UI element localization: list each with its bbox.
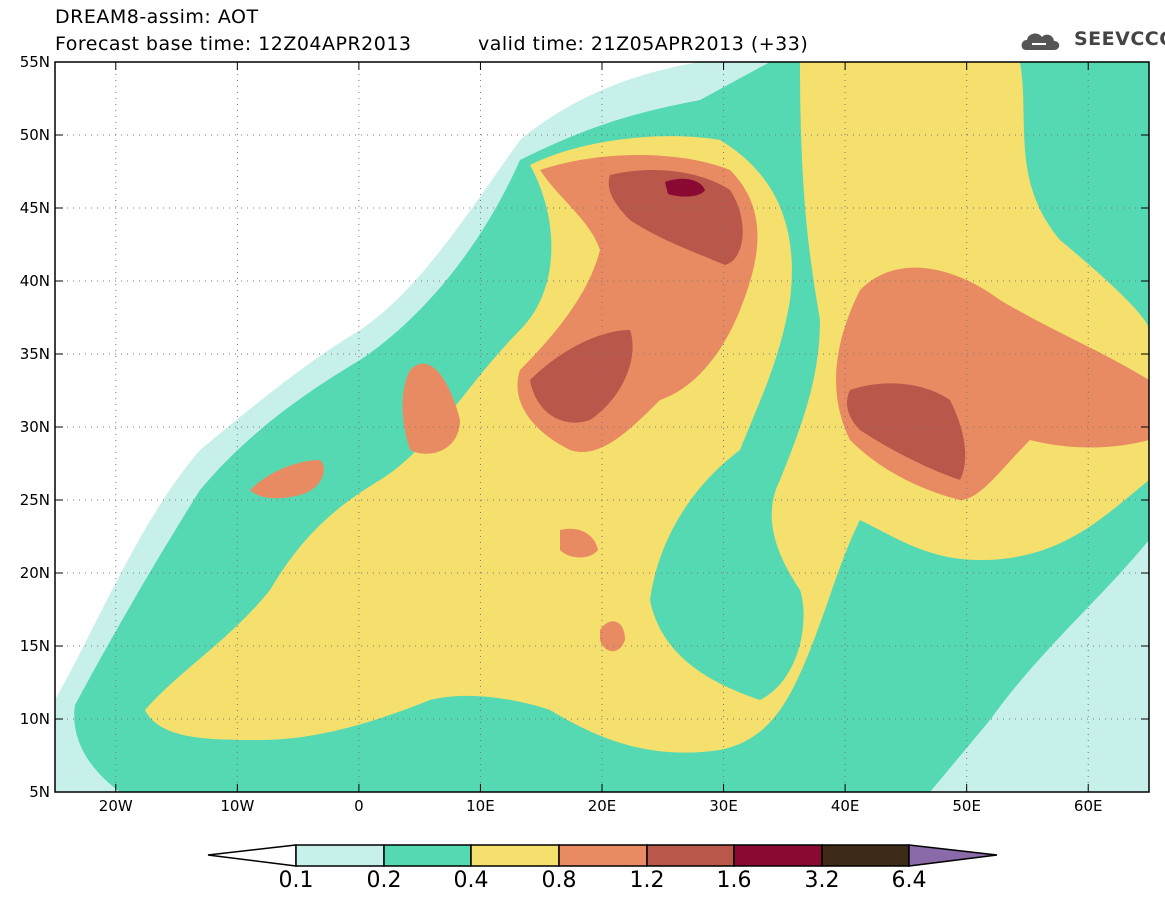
lat-label: 25N: [19, 491, 50, 509]
colorbar-swatch-6: [733, 844, 823, 867]
graticule: [55, 62, 1149, 792]
colorbar-high-arrow: [908, 844, 998, 867]
colorbar-label: 0.8: [541, 868, 577, 893]
lon-label: 20W: [98, 797, 133, 815]
lat-label: 10N: [19, 710, 50, 728]
lon-label: 10E: [466, 797, 495, 815]
colorbar-label: 6.4: [891, 868, 927, 893]
valid-time: valid time: 21Z05APR2013 (+33): [478, 33, 809, 55]
aot-band-0.8c: [402, 363, 460, 454]
colorbar: [207, 844, 998, 867]
axis-ticks: [55, 61, 1149, 793]
colorbar-label: 0.4: [453, 868, 489, 893]
colorbar-label: 0.2: [366, 868, 402, 893]
colorbar-swatch-7: [821, 844, 910, 867]
colorbar-label: 1.6: [716, 868, 752, 893]
lat-label: 55N: [19, 53, 50, 71]
lat-label: 45N: [19, 199, 50, 217]
map-title: DREAM8-assim: AOT: [55, 6, 259, 28]
cloud-logo-icon: [1021, 33, 1060, 50]
colorbar-swatch-3: [470, 844, 560, 867]
lat-label: 50N: [19, 126, 50, 144]
aot-band-1.2a: [608, 170, 743, 265]
lat-label: 20N: [19, 564, 50, 582]
aot-band-1.2b: [530, 330, 633, 423]
colorbar-swatch-2: [383, 844, 472, 867]
colorbar-label: 1.2: [629, 868, 665, 893]
lon-label: 60E: [1073, 797, 1103, 815]
aot-band-0.8f: [600, 621, 625, 652]
lon-label: 0: [354, 797, 364, 815]
colorbar-swatch-4: [558, 844, 648, 867]
colorbar-low-arrow: [207, 844, 297, 867]
colorbar-swatch-1: [295, 844, 385, 867]
aot-band-1.2c: [847, 383, 966, 480]
colorbar-label: 3.2: [804, 868, 840, 893]
logo-text: SEEVCCC: [1074, 28, 1165, 50]
aot-band-0.8d: [250, 460, 324, 499]
aot-band-0.8e: [560, 528, 598, 558]
lon-label: 40E: [830, 797, 860, 815]
lon-label: 50E: [952, 797, 981, 815]
lat-label: 5N: [29, 783, 50, 801]
lat-label: 40N: [19, 272, 50, 290]
colorbar-swatch-5: [646, 844, 735, 867]
lat-label: 30N: [19, 418, 50, 436]
lon-label: 30E: [709, 797, 738, 815]
lat-label: 35N: [19, 345, 50, 363]
base-time: Forecast base time: 12Z04APR2013: [55, 33, 412, 55]
lat-label: 15N: [19, 637, 50, 655]
lon-label: 10W: [220, 797, 255, 815]
aot-band-1.6: [665, 178, 705, 197]
colorbar-label: 0.1: [278, 868, 314, 893]
lon-label: 20E: [587, 797, 617, 815]
